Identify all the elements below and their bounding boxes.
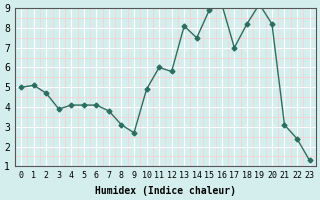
X-axis label: Humidex (Indice chaleur): Humidex (Indice chaleur) (95, 186, 236, 196)
